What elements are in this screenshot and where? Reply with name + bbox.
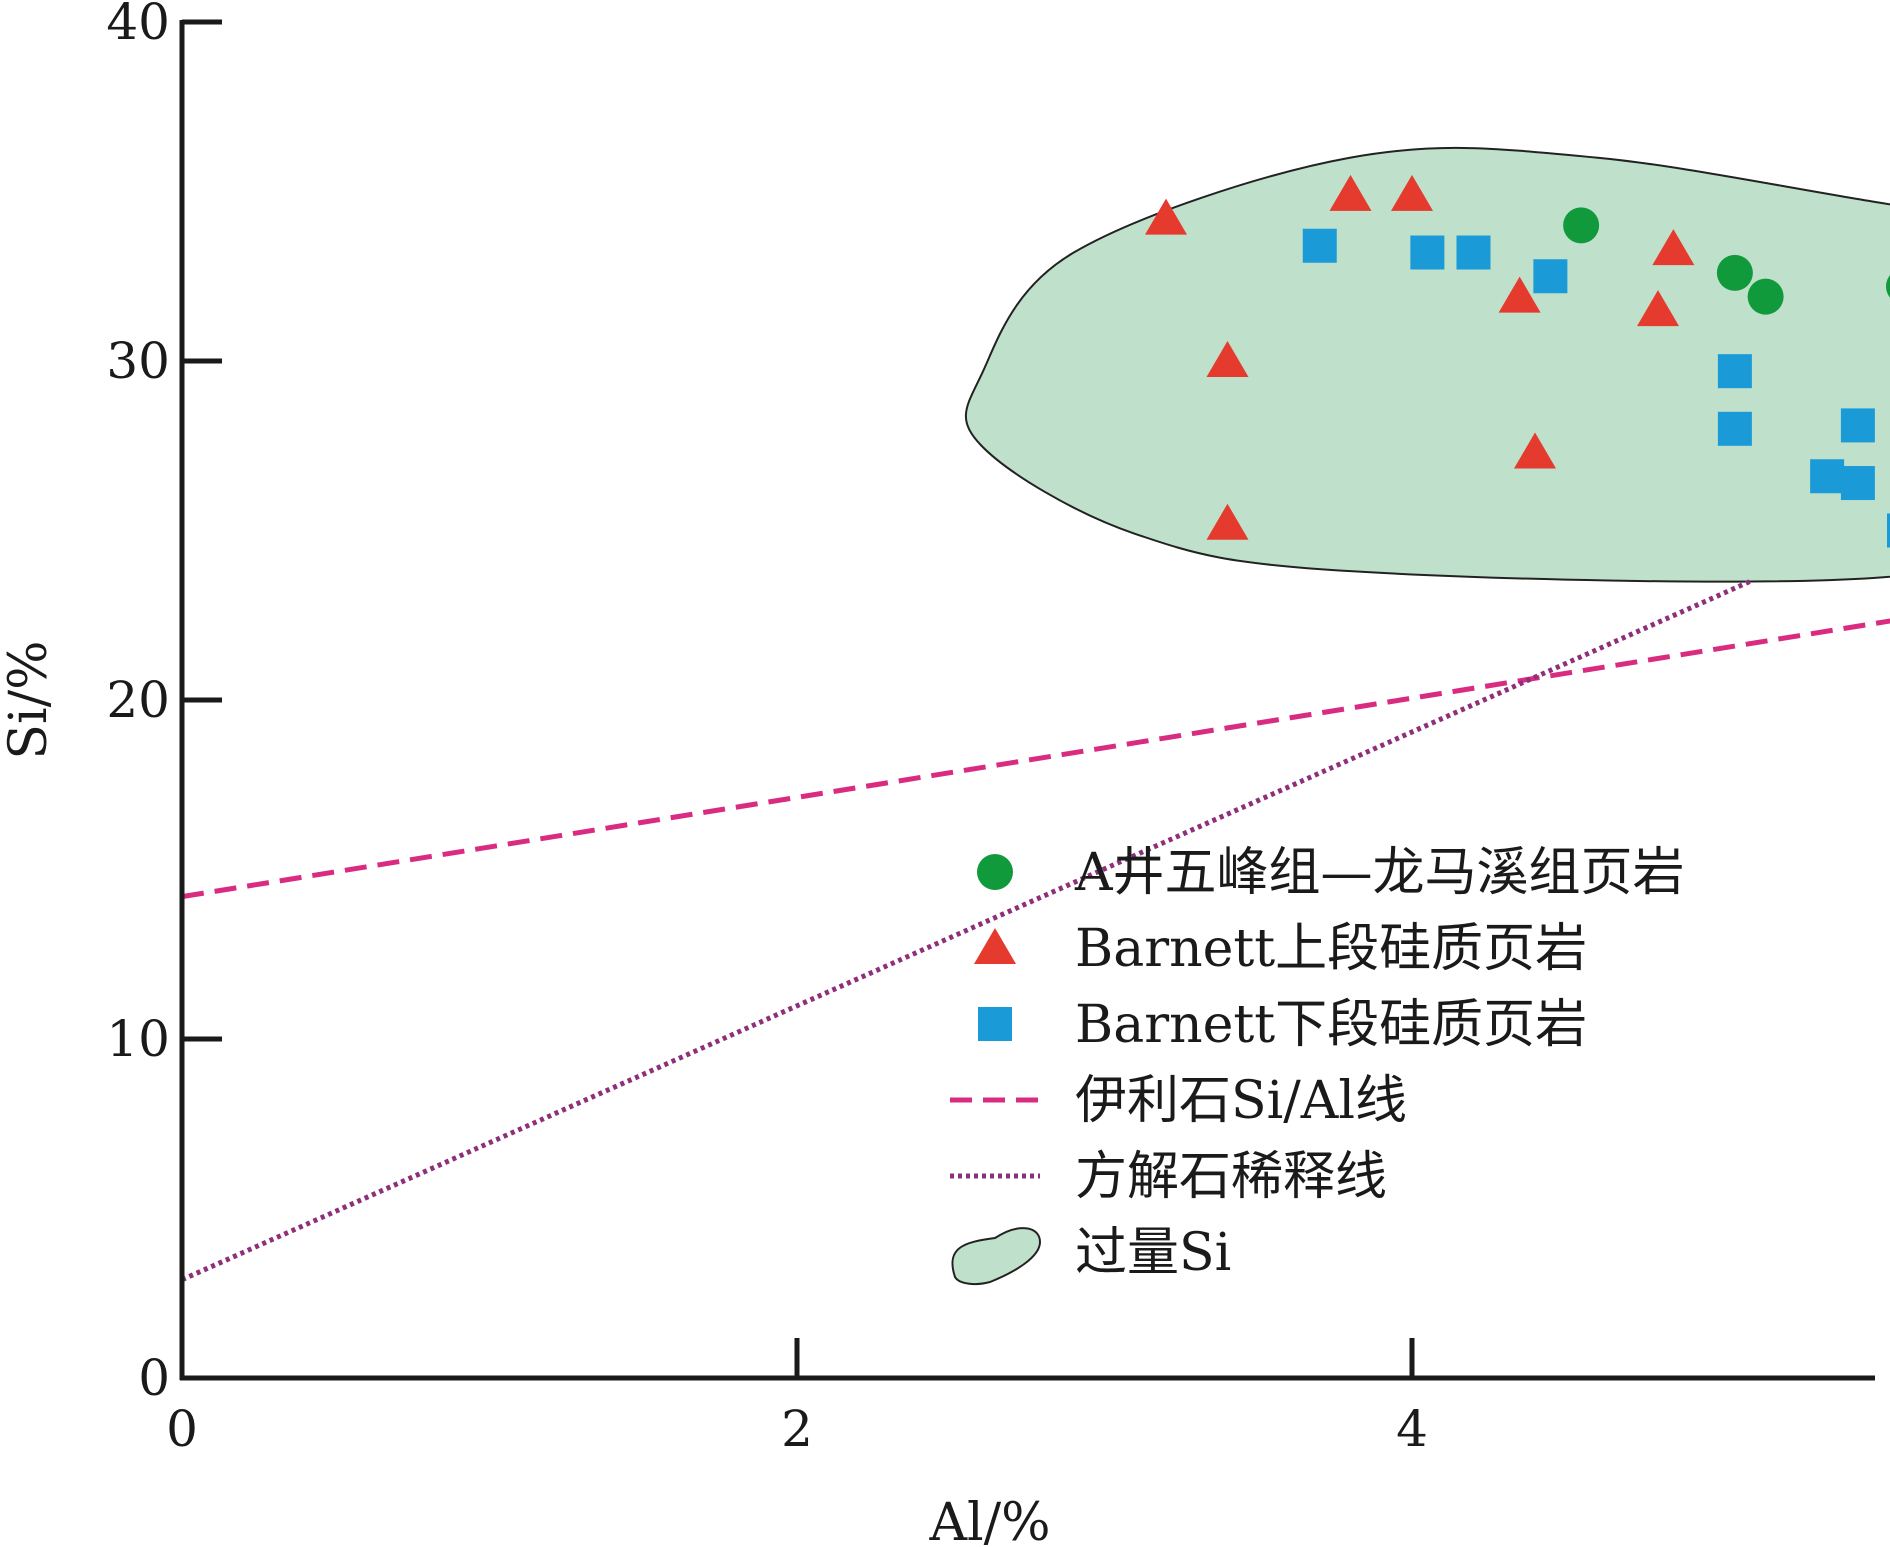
legend-circle-marker <box>977 854 1013 890</box>
square-point <box>1717 354 1752 389</box>
x-tick-label: 4 <box>1396 1400 1428 1458</box>
axes-layer: 0246810010203040 <box>106 0 1875 1458</box>
legend-label: Barnett下段硅质页岩 <box>1075 995 1587 1055</box>
square-point <box>1456 235 1491 270</box>
y-axis-title: Si/% <box>0 640 59 759</box>
square-point <box>1302 228 1337 263</box>
legend-label: 方解石稀释线 <box>1075 1147 1387 1207</box>
legend-region-swatch <box>951 1227 1042 1286</box>
points-layer <box>1145 174 1890 548</box>
triangle-point <box>1391 174 1433 211</box>
y-tick-label: 10 <box>106 1010 170 1068</box>
square-point <box>1717 411 1752 446</box>
x-tick-label: 2 <box>781 1400 813 1458</box>
triangle-point <box>1652 229 1695 266</box>
y-tick-label: 0 <box>138 1349 170 1407</box>
circle-point <box>1563 207 1600 244</box>
legend-label: 过量Si <box>1075 1223 1231 1283</box>
y-tick-label: 40 <box>106 0 170 51</box>
circle-point <box>1886 275 1890 298</box>
square-point <box>1533 259 1568 294</box>
triangle-point <box>1514 432 1556 469</box>
triangle-point <box>1498 276 1541 313</box>
legend-label: A井五峰组—龙马溪组页岩 <box>1074 843 1685 903</box>
square-point <box>1840 408 1875 443</box>
x-tick-label: 0 <box>166 1400 198 1458</box>
x-axis-title: Al/% <box>928 1493 1050 1547</box>
calcite-dilution-line <box>180 579 1752 1282</box>
y-tick-label: 20 <box>106 671 170 729</box>
triangle-point <box>1206 341 1249 377</box>
triangle-point <box>1206 503 1249 540</box>
triangle-point <box>1145 198 1187 235</box>
legend-square-marker <box>978 1007 1012 1041</box>
legend-triangle-marker <box>974 928 1016 964</box>
circle-point <box>1716 254 1753 291</box>
circle-point <box>1747 278 1784 315</box>
square-point <box>1410 235 1445 270</box>
y-tick-label: 30 <box>106 332 170 390</box>
illite-si-al-line <box>181 618 1890 900</box>
triangle-point <box>1637 290 1679 327</box>
reference-lines-layer <box>180 579 1890 1282</box>
legend-label: 伊利石Si/Al线 <box>1075 1071 1407 1131</box>
triangle-point <box>1329 174 1372 211</box>
legend: A井五峰组—龙马溪组页岩 Barnett上段硅质页岩 Barnett下段硅质页岩伊利… <box>950 843 1685 1286</box>
legend-label: Barnett上段硅质页岩 <box>1075 919 1587 979</box>
square-point <box>1840 466 1875 501</box>
square-point <box>1810 459 1845 494</box>
square-point <box>1887 513 1890 548</box>
